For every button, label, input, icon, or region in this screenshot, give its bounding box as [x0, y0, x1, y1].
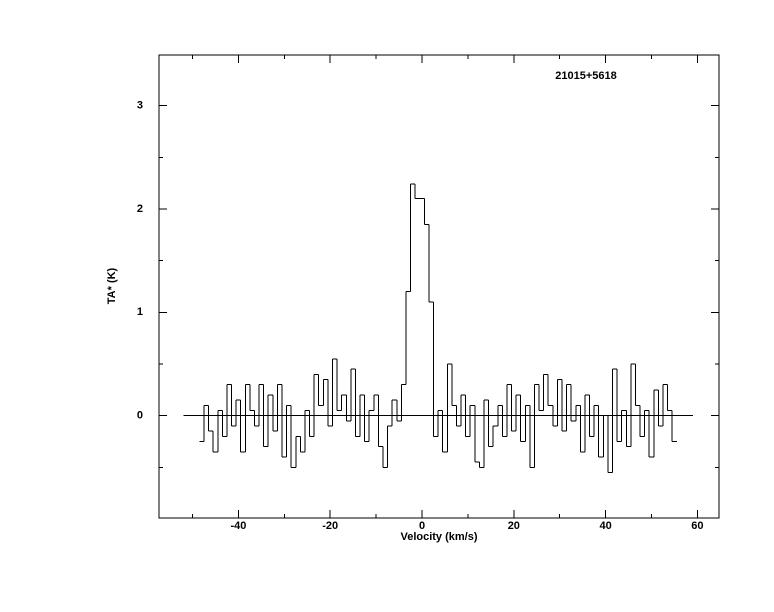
step-connector [203, 184, 673, 473]
x-tick-label: 60 [691, 520, 703, 532]
chart-title: 21015+5618 [555, 70, 616, 82]
x-tick-label: 40 [599, 520, 611, 532]
y-tick-label: 2 [137, 203, 143, 215]
x-axis-label: Velocity (km/s) [400, 531, 477, 543]
x-tick-label: -40 [230, 520, 246, 532]
y-tick-label: 1 [137, 306, 143, 318]
y-tick-label: 0 [137, 410, 143, 422]
y-axis-label: TA* (K) [106, 267, 118, 304]
x-tick-label: 20 [508, 520, 520, 532]
x-tick-label: 0 [419, 520, 425, 532]
y-tick-label: 3 [137, 100, 143, 112]
plot-frame [158, 54, 720, 519]
x-tick-label: -20 [322, 520, 338, 532]
